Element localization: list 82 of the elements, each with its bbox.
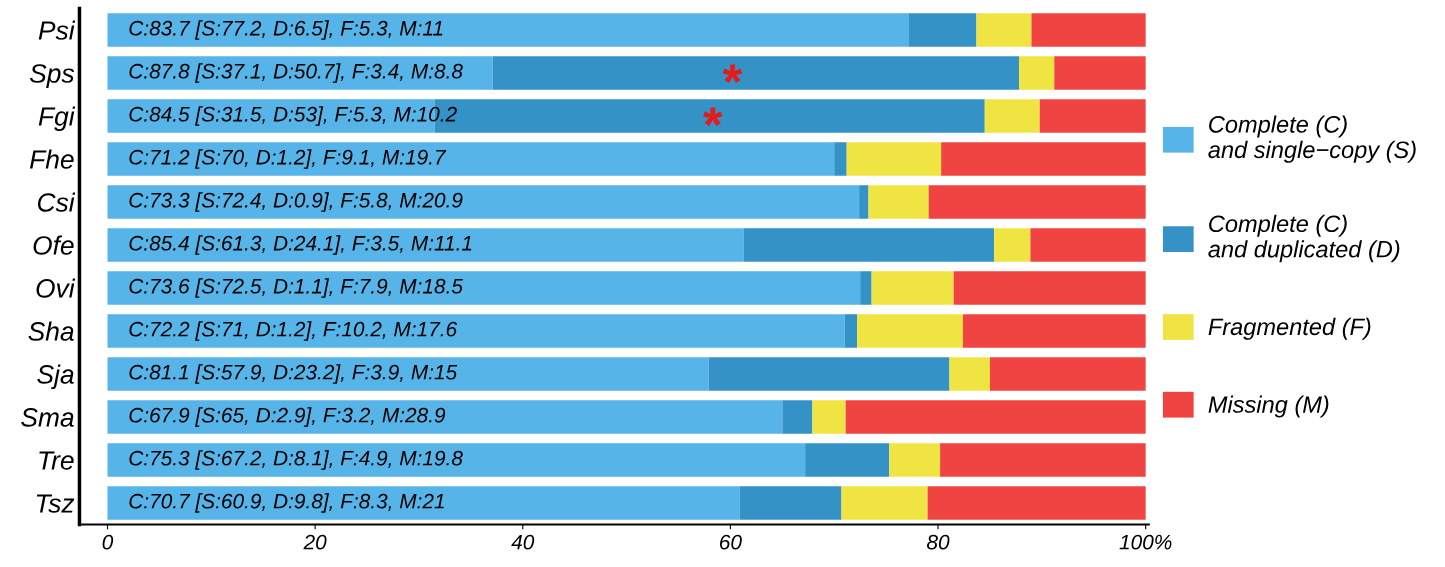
data-label: C:71.2 [S:70, D:1.2], F:9.1, M:19.7: [129, 149, 447, 169]
bar: [928, 185, 1146, 219]
bar: [994, 228, 1031, 262]
y-tick-label: Ofe: [33, 235, 74, 255]
bar: [841, 486, 928, 520]
bar: [107, 13, 909, 47]
data-label: C:83.7 [S:77.2, D:6.5], F:5.3, M:11: [129, 20, 443, 40]
bar: [846, 142, 942, 176]
data-label: C:70.7 [S:60.9, D:9.8], F:8.3, M:21: [129, 493, 444, 513]
bar: [107, 56, 493, 90]
legend-label: Missing (M): [1208, 395, 1329, 418]
y-tick-label: Fgi: [38, 106, 76, 132]
data-label: C:73.3 [S:72.4, D:0.9], F:5.8, M:20.9: [129, 192, 463, 212]
bar: [107, 400, 783, 434]
y-tick-label: Sha: [28, 321, 74, 341]
bar: [782, 400, 813, 434]
y-tick-label: Csi: [37, 192, 76, 212]
bar: [927, 486, 1146, 520]
y-tick-label: Sps: [29, 64, 75, 89]
bar: [107, 142, 835, 176]
bar: [708, 357, 950, 391]
legend-label: Complete (C) and single−copy (S): [1208, 115, 1416, 163]
bar: [107, 228, 744, 262]
bar: [1039, 99, 1146, 133]
y-tick-label: Sja: [37, 364, 74, 390]
x-tick-label: 0: [102, 534, 114, 550]
y-tick-label: Fhe: [29, 149, 74, 169]
bar: [868, 185, 929, 219]
bar: [1031, 13, 1146, 47]
bar: [859, 185, 869, 219]
y-tick-label: Sma: [21, 408, 74, 427]
bar: [1030, 228, 1146, 262]
bar: [107, 185, 860, 219]
bar: [107, 443, 806, 477]
bar: [107, 271, 861, 305]
bar: [989, 357, 1146, 391]
bar: [871, 271, 954, 305]
annotation: *: [703, 107, 723, 127]
x-tick-label: 100%: [1119, 534, 1172, 550]
data-label: C:85.4 [S:61.3, D:24.1], F:3.5, M:11.1: [129, 235, 472, 255]
bar: [857, 314, 963, 348]
bar: [743, 228, 995, 262]
bar: [953, 271, 1146, 305]
y-tick-label: Tre: [39, 451, 74, 470]
y-tick-label: Tsz: [36, 494, 75, 513]
data-label: C:84.5 [S:31.5, D:53], F:5.3, M:10.2: [129, 106, 457, 126]
y-tick-label: Ovi: [36, 278, 76, 298]
bar: [941, 142, 1146, 176]
data-label: C:72.2 [S:71, D:1.2], F:10.2, M:17.6: [129, 321, 458, 341]
bar: [984, 99, 1040, 133]
x-tick-label: 20: [303, 534, 327, 550]
bar: [1019, 56, 1055, 90]
bar: [940, 443, 1146, 477]
bar: [949, 357, 990, 391]
bar: [107, 314, 845, 348]
legend-label: Complete (C) and duplicated (D): [1208, 214, 1400, 263]
bar: [845, 400, 1146, 434]
data-label: C:81.1 [S:57.9, D:23.2], F:3.9, M:15: [129, 364, 458, 384]
legend-label: Fragmented (F): [1208, 317, 1371, 340]
bar: [805, 443, 890, 477]
bar: [962, 314, 1146, 348]
y-tick-label: Psi: [38, 20, 76, 40]
bar: [889, 443, 941, 477]
bar: [739, 486, 842, 520]
bar: [812, 400, 846, 434]
bar: [107, 357, 709, 391]
data-label: C:75.3 [S:67.2, D:8.1], F:4.9, M:19.8: [129, 450, 463, 470]
data-label: C:67.9 [S:65, D:2.9], F:3.2, M:28.9: [129, 407, 446, 427]
data-label: C:73.6 [S:72.5, D:1.1], F:7.9, M:18.5: [129, 278, 463, 298]
bar: [1054, 56, 1146, 90]
x-tick-label: 60: [719, 534, 742, 550]
bar: [976, 13, 1032, 47]
data-label: C:87.8 [S:37.1, D:50.7], F:3.4, M:8.8: [129, 63, 463, 83]
bar: [492, 56, 1020, 90]
bar: [834, 142, 847, 176]
bar: [908, 13, 977, 47]
bar: [107, 486, 740, 520]
x-tick-label: 80: [926, 534, 950, 550]
bar: [844, 314, 858, 348]
bar: [860, 271, 872, 305]
annotation: *: [722, 64, 743, 84]
x-tick-label: 40: [511, 534, 535, 550]
